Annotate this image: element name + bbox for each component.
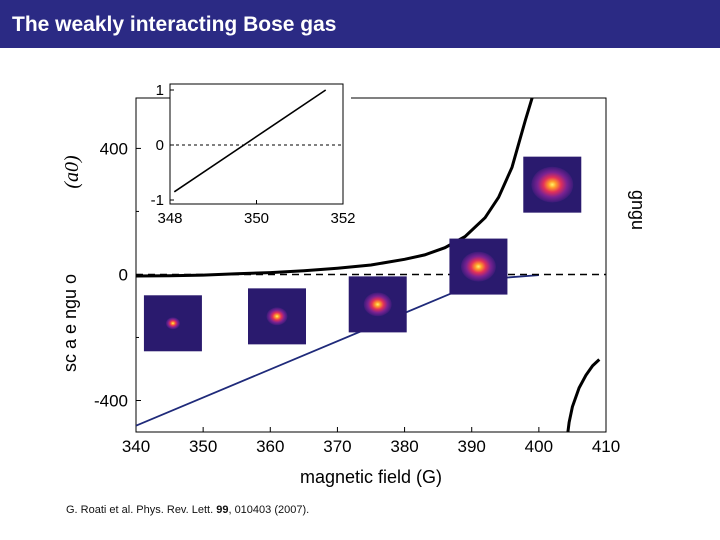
atom-cloud-density [363,292,392,317]
y-tick-label: -400 [94,391,128,410]
atom-cloud-density [531,166,574,203]
y-tick-label: 0 [119,265,128,284]
x-axis-label: magnetic field (G) [300,467,442,487]
x-tick-label: 410 [592,437,620,456]
inset-y-tick-label: -1 [151,192,164,209]
inset-x-tick-label: 350 [244,210,269,227]
slide-title: The weakly interacting Bose gas [12,13,337,36]
plot-frame [135,97,607,433]
inset-x-tick-label: 352 [330,210,355,227]
atom-cloud-density [460,251,496,282]
title-bar: The weakly interacting Bose gas [0,0,720,48]
resonance-curve [566,358,601,432]
x-tick-label: 390 [458,437,486,456]
atom-cloud-density [266,307,288,326]
x-tick-label: 360 [256,437,284,456]
citation: G. Roati et al. Phys. Rev. Lett. 99, 010… [66,504,309,516]
side-text-left: sc a e ngu o [60,274,80,372]
citation-pages: , 010403 (2007). [228,504,310,516]
x-tick-label: 370 [323,437,351,456]
inset-y-tick-label: 1 [156,82,164,99]
x-tick-label: 350 [189,437,217,456]
y-axis-label: (a0) [61,155,83,189]
x-tick-label: 400 [525,437,553,456]
side-text-right: gngu [628,190,648,230]
x-tick-label: 340 [122,437,150,456]
citation-volume: 99 [216,504,229,516]
inset-x-tick-label: 348 [157,210,182,227]
y-tick-label: 400 [100,139,128,158]
inset-linear-line [173,89,327,193]
x-tick-label: 380 [390,437,418,456]
inset-y-tick-label: 0 [156,137,164,154]
inset-background [170,82,351,206]
citation-text: G. Roati et al. Phys. Rev. Lett. [66,504,217,516]
atom-cloud-density [165,317,180,330]
